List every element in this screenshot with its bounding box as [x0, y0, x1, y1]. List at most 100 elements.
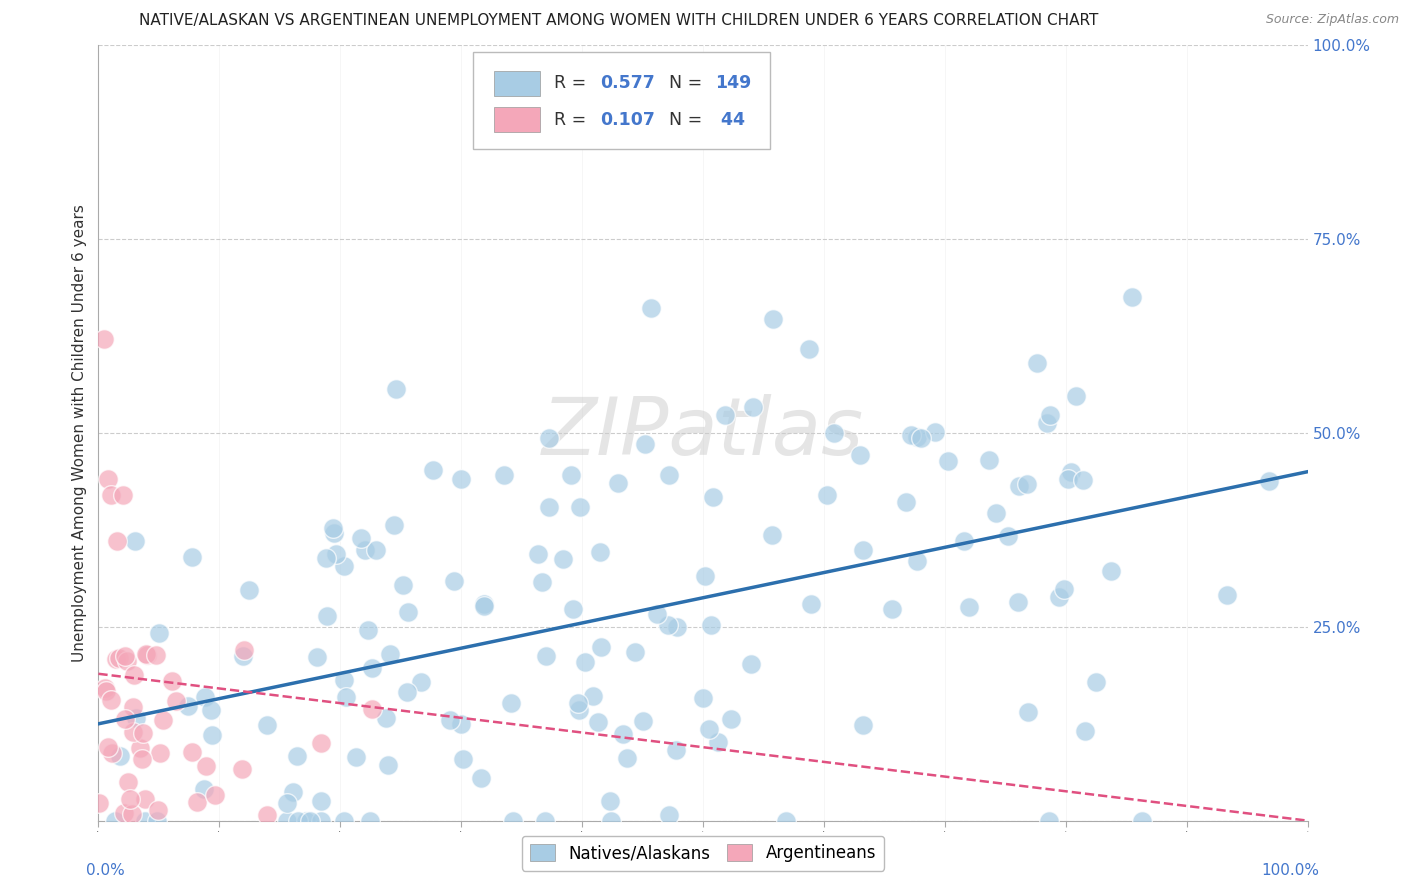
Point: [1064, 389, 1087, 403]
Point: [309, 794, 332, 808]
Point: [574, 655, 596, 669]
Point: [146, 803, 169, 817]
Point: [451, 752, 474, 766]
Point: [315, 608, 337, 623]
Point: [204, 788, 226, 802]
Point: [553, 551, 575, 566]
Point: [591, 640, 613, 655]
Point: [472, 597, 495, 611]
Point: [276, 796, 298, 810]
Point: [502, 814, 524, 828]
Point: [104, 814, 127, 828]
Point: [396, 605, 419, 619]
Point: [384, 383, 406, 397]
Point: [800, 597, 823, 611]
Point: [600, 814, 623, 828]
Point: [640, 301, 662, 316]
Point: [1060, 466, 1083, 480]
Point: [894, 495, 917, 509]
Point: [101, 746, 124, 760]
Point: [761, 528, 783, 542]
FancyBboxPatch shape: [474, 53, 769, 149]
Point: [1084, 674, 1107, 689]
Point: [193, 781, 215, 796]
Point: [657, 617, 679, 632]
Point: [162, 674, 184, 689]
Point: [706, 735, 728, 749]
Point: [713, 409, 735, 423]
Point: [295, 814, 318, 828]
Point: [146, 814, 169, 828]
Point: [1015, 476, 1038, 491]
Point: [396, 685, 419, 699]
Point: [1074, 724, 1097, 739]
Point: [180, 745, 202, 759]
Point: [775, 814, 797, 828]
Text: 149: 149: [716, 74, 751, 93]
Point: [148, 626, 170, 640]
Point: [439, 713, 461, 727]
Point: [443, 574, 465, 588]
Point: [852, 543, 875, 558]
Point: [232, 643, 254, 657]
Point: [309, 736, 332, 750]
Point: [323, 525, 346, 540]
Point: [936, 453, 959, 467]
Point: [692, 691, 714, 706]
Point: [450, 717, 472, 731]
Point: [409, 674, 432, 689]
Point: [325, 547, 347, 561]
Point: [124, 667, 146, 681]
Point: [905, 430, 928, 444]
Point: [1047, 590, 1070, 604]
Point: [238, 582, 260, 597]
Point: [900, 428, 922, 442]
Point: [569, 500, 592, 514]
Point: [136, 648, 159, 662]
Point: [114, 649, 136, 664]
Point: [1121, 290, 1143, 304]
Point: [599, 794, 621, 808]
Point: [1071, 473, 1094, 487]
Point: [697, 722, 720, 736]
Point: [534, 814, 557, 828]
Text: NATIVE/ALASKAN VS ARGENTINEAN UNEMPLOYMENT AMONG WOMEN WITH CHILDREN UNDER 6 YEA: NATIVE/ALASKAN VS ARGENTINEAN UNEMPLOYME…: [139, 13, 1098, 29]
Point: [307, 649, 329, 664]
Point: [100, 693, 122, 707]
Point: [94, 681, 117, 695]
Point: [165, 694, 187, 708]
Point: [742, 400, 765, 414]
Point: [1036, 416, 1059, 430]
Legend: Natives/Alaskans, Argentineans: Natives/Alaskans, Argentineans: [522, 836, 884, 871]
Point: [377, 758, 399, 772]
Point: [823, 425, 845, 440]
Text: R =: R =: [554, 74, 592, 93]
Point: [924, 425, 946, 439]
Point: [112, 805, 135, 820]
Point: [256, 807, 278, 822]
Point: [1039, 409, 1062, 423]
Point: [299, 814, 322, 828]
Point: [134, 814, 156, 828]
Point: [193, 690, 215, 704]
Point: [93, 333, 115, 347]
Point: [588, 544, 610, 558]
Point: [359, 814, 381, 828]
Text: 0.107: 0.107: [600, 111, 655, 128]
Point: [1258, 474, 1281, 488]
Point: [905, 554, 928, 568]
Point: [232, 649, 254, 664]
Point: [1017, 706, 1039, 720]
Point: [134, 791, 156, 805]
Point: [131, 726, 153, 740]
Point: [360, 661, 382, 675]
Point: [111, 488, 134, 502]
Point: [658, 467, 681, 482]
Point: [281, 784, 304, 798]
Bar: [494, 107, 540, 132]
Point: [152, 713, 174, 727]
Point: [124, 710, 146, 724]
Point: [1130, 814, 1153, 828]
Text: 0.0%: 0.0%: [86, 863, 125, 879]
Point: [194, 759, 217, 773]
